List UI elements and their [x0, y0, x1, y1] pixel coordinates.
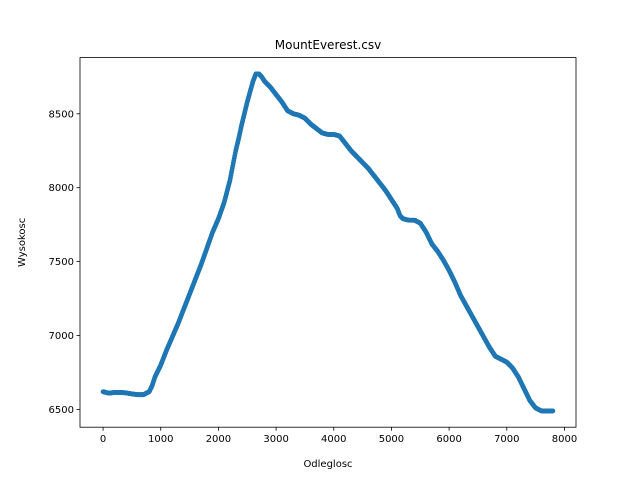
x-tick-label: 8000 — [552, 434, 577, 445]
plot-frame — [79, 57, 577, 428]
x-tick-label: 5000 — [379, 434, 404, 445]
data-points — [100, 71, 556, 414]
y-tick-label: 7000 — [49, 331, 74, 342]
x-tick-label: 6000 — [436, 434, 461, 445]
y-axis: 6500 7000 7500 8000 8500 — [49, 109, 80, 416]
y-tick-label: 8000 — [49, 183, 74, 194]
y-axis-label: Wysokosc — [17, 218, 28, 267]
x-tick-label: 0 — [100, 434, 106, 445]
plot-area — [80, 57, 576, 428]
x-tick-label: 3000 — [263, 434, 288, 445]
x-tick-label: 1000 — [148, 434, 173, 445]
chart-title: MountEverest.csv — [275, 38, 381, 52]
x-axis-label: Odleglosc — [303, 459, 352, 470]
y-tick-label: 6500 — [49, 405, 74, 416]
x-tick-label: 4000 — [321, 434, 346, 445]
x-tick-label: 7000 — [494, 434, 519, 445]
y-tick-label: 8500 — [49, 109, 74, 120]
data-point — [550, 408, 556, 414]
x-axis: 0 1000 2000 3000 4000 5000 6000 7000 8000 — [100, 427, 577, 445]
y-tick-label: 7500 — [49, 257, 74, 268]
x-tick-label: 2000 — [206, 434, 231, 445]
